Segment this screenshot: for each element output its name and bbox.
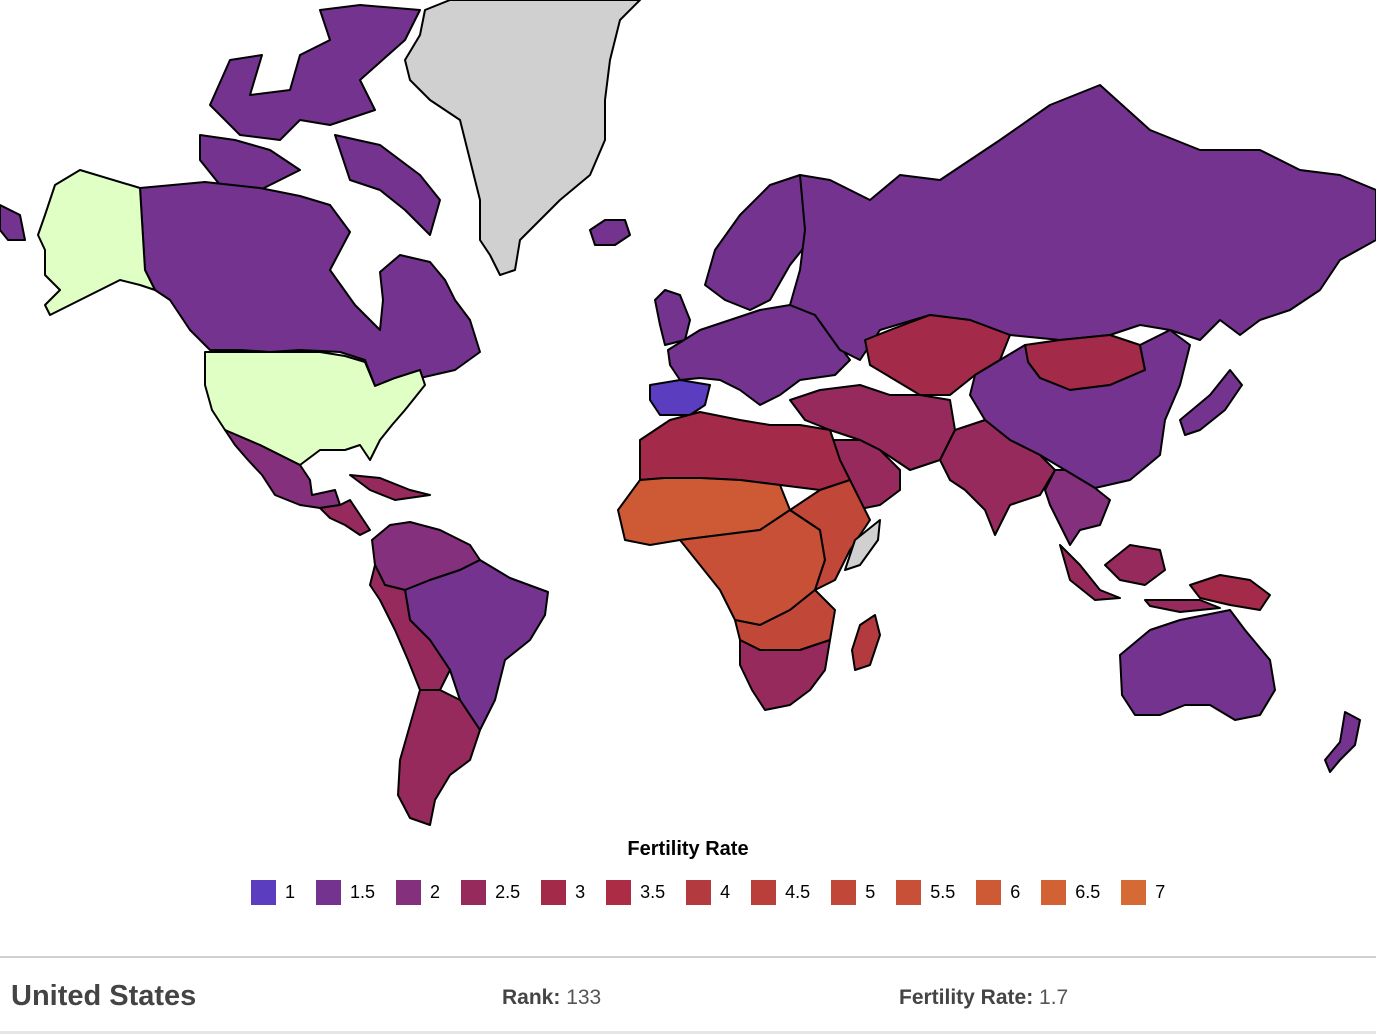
region-southern-africa[interactable] bbox=[739, 639, 831, 711]
legend-item: 3 bbox=[541, 879, 586, 905]
legend-swatch bbox=[686, 879, 712, 905]
legend-swatch bbox=[461, 879, 487, 905]
legend-swatch bbox=[251, 879, 276, 905]
region-australia[interactable] bbox=[1119, 609, 1276, 721]
region-japan[interactable] bbox=[1179, 369, 1243, 436]
region-europe[interactable] bbox=[667, 304, 851, 406]
legend-label: 1 bbox=[285, 881, 296, 902]
region-russia[interactable] bbox=[789, 84, 1376, 361]
legend-item: 4 bbox=[686, 879, 731, 905]
legend-item: 2 bbox=[396, 879, 441, 905]
legend-item: 5.5 bbox=[896, 879, 956, 905]
legend-item: 7 bbox=[1121, 879, 1166, 905]
region-arctic-islands[interactable] bbox=[0, 4, 441, 241]
rank-label: Rank: bbox=[502, 986, 561, 1009]
legend-label: 6.5 bbox=[1075, 881, 1101, 902]
region-iberia[interactable] bbox=[649, 379, 711, 416]
legend-swatch bbox=[1041, 879, 1067, 905]
region-alaska[interactable] bbox=[37, 169, 156, 316]
selected-country-name: United States bbox=[11, 980, 197, 1012]
fertility-rate-value: 1.7 bbox=[1039, 986, 1069, 1009]
legend-swatch bbox=[541, 879, 567, 905]
legend-label: 3.5 bbox=[640, 881, 666, 902]
legend-label: 2 bbox=[430, 881, 441, 902]
world-map[interactable] bbox=[0, 0, 1376, 835]
region-canada[interactable] bbox=[139, 181, 481, 387]
legend-label: 5 bbox=[865, 881, 876, 902]
world-map-container bbox=[0, 0, 1376, 835]
legend-label: 3 bbox=[575, 881, 586, 902]
legend-item: 6 bbox=[976, 879, 1021, 905]
legend-swatch bbox=[896, 879, 922, 905]
region-argentina[interactable] bbox=[397, 689, 481, 826]
region-madagascar[interactable] bbox=[851, 614, 881, 671]
fertility-rate-label: Fertility Rate: bbox=[899, 986, 1034, 1009]
legend-label: 4 bbox=[720, 881, 731, 902]
region-indonesia[interactable] bbox=[1059, 544, 1221, 613]
legend-swatch bbox=[396, 879, 422, 905]
region-somalia[interactable] bbox=[844, 519, 881, 571]
rank-value: 133 bbox=[566, 986, 602, 1009]
legend: 1 1.5 2 2.5 3 3.5 4 4.5 5 5.5 6 6.5 7 bbox=[251, 879, 1186, 905]
fertility-rate-info: Fertility Rate: 1.7 bbox=[899, 986, 1068, 1010]
legend-item: 6.5 bbox=[1041, 879, 1101, 905]
region-papua[interactable] bbox=[1189, 574, 1271, 611]
legend-title: Fertility Rate bbox=[627, 838, 749, 860]
legend-swatch bbox=[831, 879, 857, 905]
legend-item: 2.5 bbox=[461, 879, 521, 905]
legend-label: 1.5 bbox=[350, 881, 376, 902]
legend-swatch bbox=[316, 879, 342, 905]
legend-label: 7 bbox=[1155, 881, 1166, 902]
legend-swatch bbox=[751, 879, 777, 905]
legend-label: 2.5 bbox=[495, 881, 521, 902]
legend-swatch bbox=[1121, 879, 1147, 905]
country-info-bar: United States Rank: 133 Fertility Rate: … bbox=[0, 956, 1376, 1034]
region-southeast-asia[interactable] bbox=[1044, 469, 1111, 546]
region-central-america[interactable] bbox=[319, 474, 431, 536]
legend-label: 4.5 bbox=[785, 881, 811, 902]
legend-item: 4.5 bbox=[751, 879, 811, 905]
legend-swatch bbox=[606, 879, 632, 905]
region-uk[interactable] bbox=[654, 289, 691, 346]
region-iceland[interactable] bbox=[589, 219, 631, 246]
region-greenland[interactable] bbox=[404, 0, 641, 276]
legend-label: 5.5 bbox=[930, 881, 956, 902]
legend-item: 1.5 bbox=[316, 879, 376, 905]
region-south-asia[interactable] bbox=[939, 419, 1056, 536]
legend-label: 6 bbox=[1010, 881, 1021, 902]
legend-item: 3.5 bbox=[606, 879, 666, 905]
region-new-zealand[interactable] bbox=[1324, 711, 1361, 773]
legend-item: 5 bbox=[831, 879, 876, 905]
rank-info: Rank: 133 bbox=[502, 986, 601, 1010]
legend-item: 1 bbox=[251, 879, 296, 905]
legend-swatch bbox=[976, 879, 1002, 905]
